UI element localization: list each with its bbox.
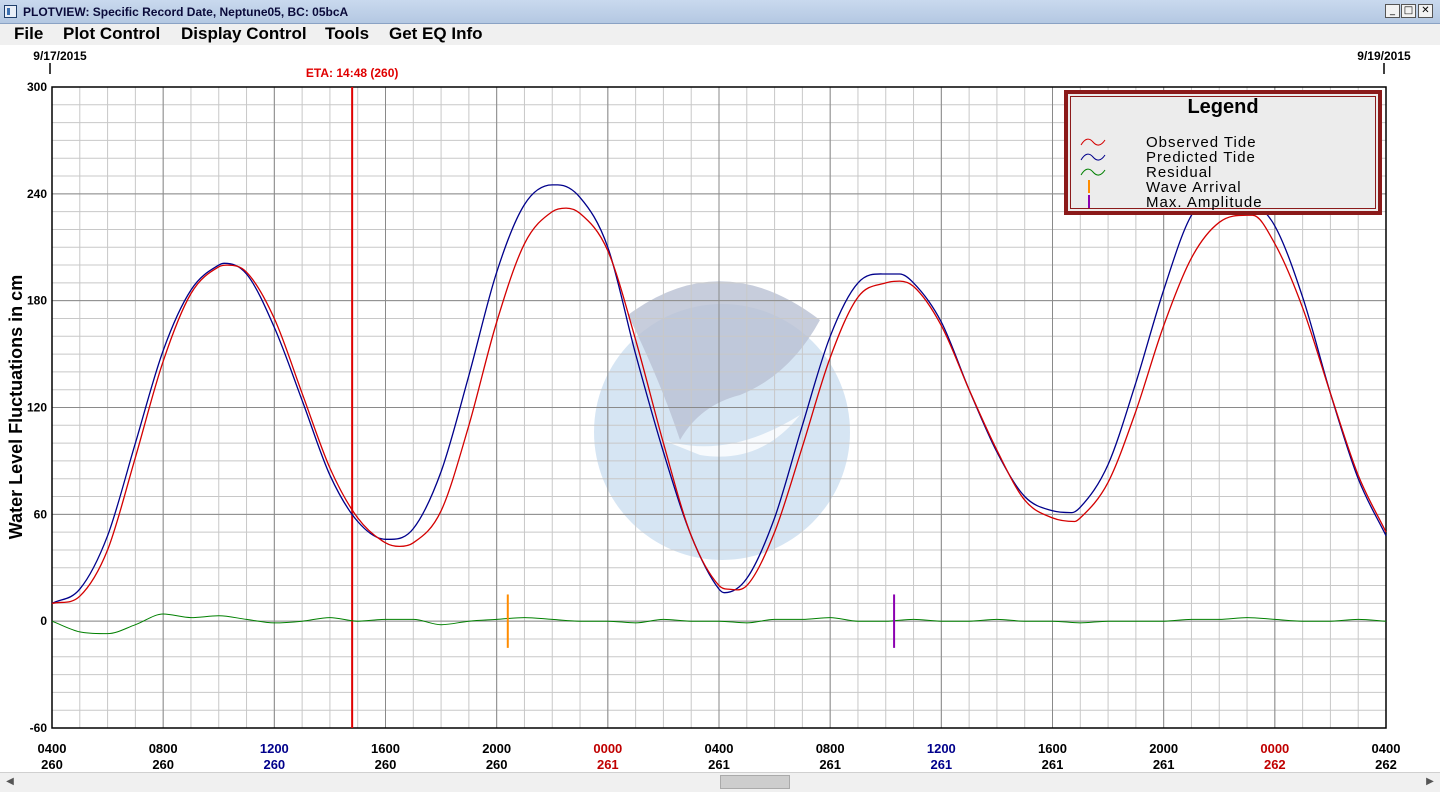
observed-tide-line — [51, 207, 1387, 605]
residual-line — [51, 613, 1387, 635]
menu-bar: File Plot Control Display Control Tools … — [0, 24, 1440, 45]
x-tick-day-label: 262 — [1375, 757, 1397, 772]
minimize-button[interactable]: _ — [1385, 4, 1400, 18]
y-tick-label: 300 — [27, 80, 47, 94]
maximize-button[interactable]: □ — [1401, 4, 1416, 18]
legend-observed-tide: Observed Tide — [1146, 134, 1257, 151]
legend-wave-arrival: Wave Arrival — [1146, 179, 1242, 196]
title-bar: PLOTVIEW: Specific Record Date, Neptune0… — [0, 0, 1440, 24]
x-tick-day-label: 261 — [597, 757, 619, 772]
x-tick-day-label: 261 — [1153, 757, 1175, 772]
x-tick-time-label: 1600 — [1038, 741, 1067, 756]
chart-area: -60 0 60 120 180 240 300 0400 260 0800 260 1200 260… — [0, 45, 1440, 772]
legend-residual-swatch — [1080, 168, 1106, 176]
x-tick-day-label: 261 — [930, 757, 952, 772]
scroll-thumb[interactable] — [720, 775, 790, 789]
predicted-tide-line — [51, 184, 1387, 604]
x-tick-day-label: 260 — [263, 757, 285, 772]
menu-tools[interactable]: Tools — [325, 24, 370, 43]
x-tick-day-label: 260 — [486, 757, 508, 772]
x-tick-time-label: 1200 — [927, 741, 956, 756]
x-tick-time-label: 0400 — [38, 741, 67, 756]
window-title: PLOTVIEW: Specific Record Date, Neptune0… — [23, 5, 349, 19]
x-tick-day-label: 260 — [375, 757, 397, 772]
eta-label: ETA: 14:48 (260) — [306, 66, 398, 80]
x-tick-time-label: 2000 — [482, 741, 511, 756]
y-tick-label: 60 — [34, 507, 48, 521]
x-tick-day-label: 261 — [1042, 757, 1064, 772]
x-tick-time-label: 0000 — [1260, 741, 1289, 756]
x-tick-day-label: 261 — [819, 757, 841, 772]
app-icon[interactable] — [4, 5, 17, 18]
plot-frame — [51, 86, 1387, 729]
legend-max-amplitude-swatch — [1088, 195, 1090, 208]
date-start-label: 9/17/2015 — [33, 49, 87, 63]
noaa-watermark — [594, 281, 850, 560]
y-tick-label: 180 — [27, 294, 47, 308]
x-tick-day-label: 261 — [708, 757, 730, 772]
menu-plot-control[interactable]: Plot Control — [63, 24, 161, 43]
menu-display-control[interactable]: Display Control — [181, 24, 307, 43]
legend-box: Legend Observed Tide Predicted Tide Resi… — [1064, 90, 1382, 215]
menu-file[interactable]: File — [14, 24, 44, 43]
y-tick-label: 120 — [27, 401, 47, 415]
legend-max-amplitude: Max. Amplitude — [1146, 194, 1263, 211]
x-tick-time-label: 1200 — [260, 741, 289, 756]
legend-predicted-swatch — [1080, 153, 1106, 161]
legend-observed-swatch — [1080, 138, 1106, 146]
x-tick-time-label: 0000 — [593, 741, 622, 756]
y-tick-label: 0 — [40, 614, 47, 628]
legend-residual: Residual — [1146, 164, 1213, 181]
x-tick-time-label: 1600 — [371, 741, 400, 756]
x-tick-time-label: 0400 — [705, 741, 734, 756]
y-axis-label: Water Level Fluctuations in cm — [6, 275, 26, 539]
x-tick-time-label: 2000 — [1149, 741, 1178, 756]
close-button[interactable]: ✕ — [1418, 4, 1433, 18]
scroll-left-icon[interactable]: ◀ — [6, 776, 14, 787]
legend-title: Legend — [1187, 96, 1259, 118]
horizontal-scrollbar[interactable]: ◀ ▶ — [0, 772, 1440, 792]
x-tick-time-label: 0400 — [1372, 741, 1401, 756]
x-tick-day-label: 260 — [41, 757, 63, 772]
legend-wave-arrival-swatch — [1088, 180, 1090, 193]
date-end-label: 9/19/2015 — [1357, 49, 1411, 63]
x-tick-day-label: 260 — [152, 757, 174, 772]
legend-inner-border — [1070, 96, 1376, 209]
y-tick-label: -60 — [30, 721, 48, 735]
x-tick-day-label: 262 — [1264, 757, 1286, 772]
x-tick-time-label: 0800 — [149, 741, 178, 756]
scroll-right-icon[interactable]: ▶ — [1426, 776, 1434, 787]
menu-get-eq-info[interactable]: Get EQ Info — [389, 24, 483, 43]
y-tick-label: 240 — [27, 187, 47, 201]
legend-predicted-tide: Predicted Tide — [1146, 149, 1256, 166]
x-tick-time-label: 0800 — [816, 741, 845, 756]
